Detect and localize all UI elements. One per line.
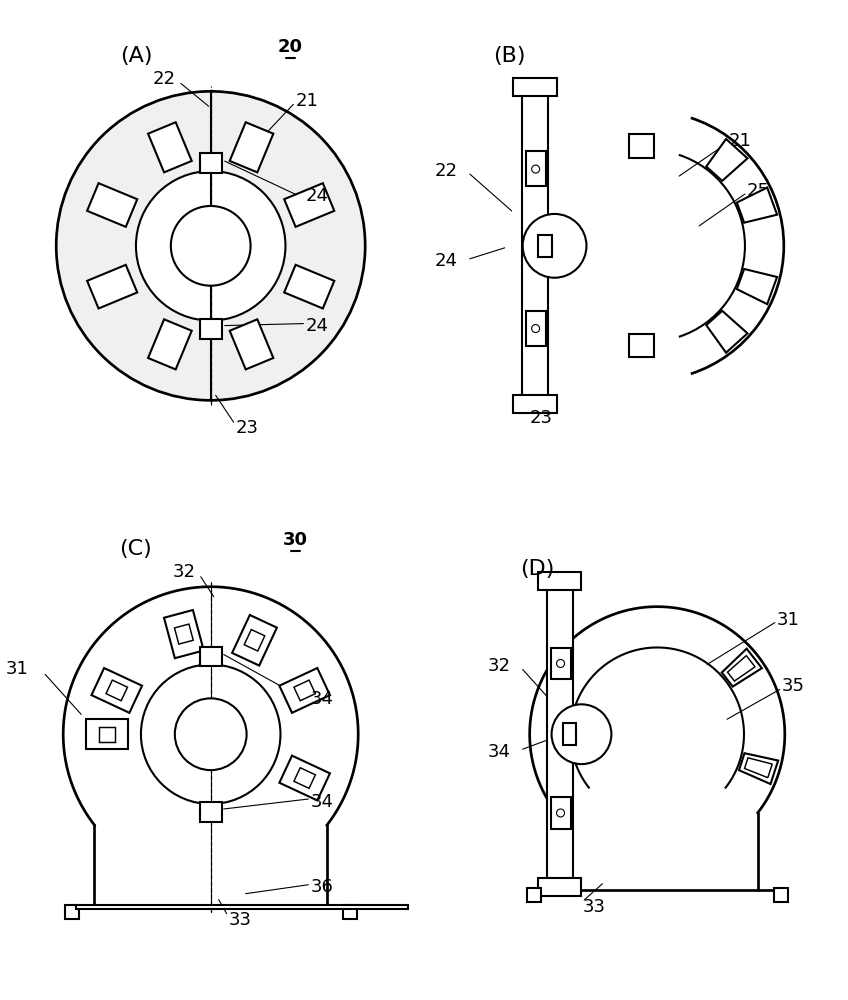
Circle shape — [532, 165, 539, 173]
Bar — [75, 905, 409, 909]
Polygon shape — [164, 610, 204, 658]
Bar — [343, 905, 357, 919]
Text: 22: 22 — [153, 70, 176, 88]
Bar — [538, 235, 551, 257]
Polygon shape — [284, 183, 334, 227]
Bar — [200, 802, 221, 822]
Polygon shape — [230, 122, 273, 172]
Text: 34: 34 — [488, 743, 510, 761]
Circle shape — [532, 325, 539, 333]
Text: 23: 23 — [236, 419, 259, 437]
Circle shape — [556, 659, 565, 667]
Text: (A): (A) — [120, 46, 152, 66]
Bar — [522, 81, 548, 410]
Polygon shape — [737, 269, 777, 304]
Bar — [64, 905, 79, 919]
Bar — [513, 395, 556, 413]
Bar — [550, 797, 571, 829]
Circle shape — [175, 698, 247, 770]
Polygon shape — [148, 319, 192, 369]
Text: 35: 35 — [782, 677, 805, 695]
Text: 36: 36 — [310, 878, 333, 896]
Text: 34: 34 — [310, 793, 333, 811]
Bar — [200, 319, 221, 339]
Circle shape — [551, 704, 611, 764]
Bar — [538, 878, 582, 896]
Text: 24: 24 — [435, 252, 458, 270]
Bar — [200, 647, 221, 666]
Bar — [562, 723, 577, 745]
Polygon shape — [232, 615, 277, 666]
Text: (C): (C) — [120, 539, 153, 559]
Text: 22: 22 — [435, 162, 458, 180]
Text: 32: 32 — [173, 563, 196, 581]
Bar — [773, 888, 788, 902]
Circle shape — [522, 214, 587, 278]
Text: (D): (D) — [521, 559, 555, 579]
Polygon shape — [92, 668, 142, 713]
Text: 24: 24 — [305, 187, 328, 205]
Bar — [550, 648, 571, 679]
Polygon shape — [279, 668, 330, 713]
Text: (B): (B) — [494, 46, 526, 66]
Polygon shape — [284, 265, 334, 308]
Text: 33: 33 — [229, 911, 252, 929]
Bar — [513, 78, 556, 96]
Polygon shape — [279, 756, 330, 800]
Text: 31: 31 — [777, 611, 800, 629]
Polygon shape — [86, 719, 128, 749]
Text: 24: 24 — [305, 317, 328, 335]
Polygon shape — [87, 183, 137, 227]
Bar — [538, 572, 582, 590]
Polygon shape — [87, 265, 137, 308]
Text: 33: 33 — [583, 898, 605, 916]
Bar — [526, 151, 545, 186]
Text: 21: 21 — [729, 132, 752, 150]
Circle shape — [141, 664, 281, 804]
Circle shape — [556, 809, 565, 817]
Polygon shape — [739, 753, 778, 784]
Text: 34: 34 — [310, 690, 333, 708]
Polygon shape — [722, 649, 762, 687]
Text: 25: 25 — [747, 182, 770, 200]
Bar — [629, 134, 655, 158]
Bar — [526, 311, 545, 346]
Text: 23: 23 — [530, 409, 553, 427]
Circle shape — [136, 171, 286, 321]
Text: 31: 31 — [5, 660, 28, 678]
Polygon shape — [148, 122, 192, 172]
Polygon shape — [706, 139, 747, 181]
Polygon shape — [230, 319, 273, 369]
Text: 32: 32 — [488, 657, 510, 675]
Bar — [629, 334, 655, 357]
Polygon shape — [706, 311, 747, 353]
Circle shape — [170, 206, 250, 286]
Text: 21: 21 — [295, 92, 318, 110]
Bar — [200, 153, 221, 173]
Polygon shape — [737, 188, 777, 223]
Circle shape — [56, 91, 365, 400]
Text: 30: 30 — [283, 531, 308, 549]
Bar — [547, 577, 572, 892]
Text: 20: 20 — [278, 38, 303, 56]
Bar — [527, 888, 541, 902]
